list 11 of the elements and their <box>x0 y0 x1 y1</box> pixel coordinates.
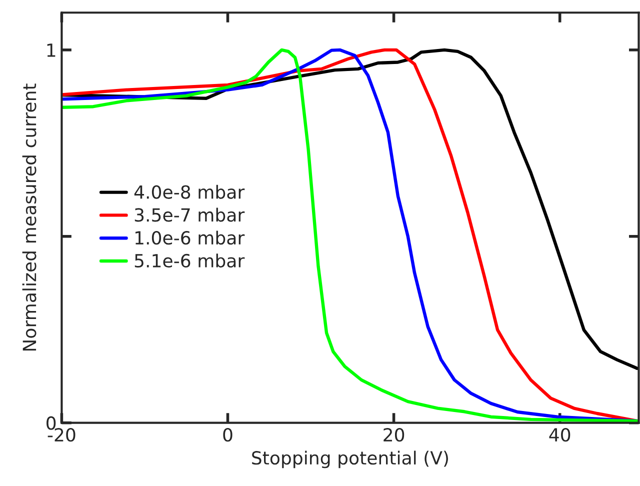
legend-label: 1.0e-6 mbar <box>136 230 245 245</box>
legend-label: 4.0e-8 mbar <box>134 184 245 199</box>
legend-label: 3.5e-7 mbar <box>134 208 245 222</box>
y-axis-title: Normalized measured current <box>22 84 36 351</box>
x-tick-label: -20 <box>48 428 76 442</box>
y-tick-label: 1 <box>47 44 56 57</box>
x-axis-title: Stopping potential (V) <box>252 450 448 468</box>
x-tick-label: 0 <box>223 428 232 442</box>
legend-label: 5.1e-6 mbar <box>134 254 245 268</box>
x-tick-label: 20 <box>384 428 404 442</box>
x-tick-label: 40 <box>549 428 570 442</box>
